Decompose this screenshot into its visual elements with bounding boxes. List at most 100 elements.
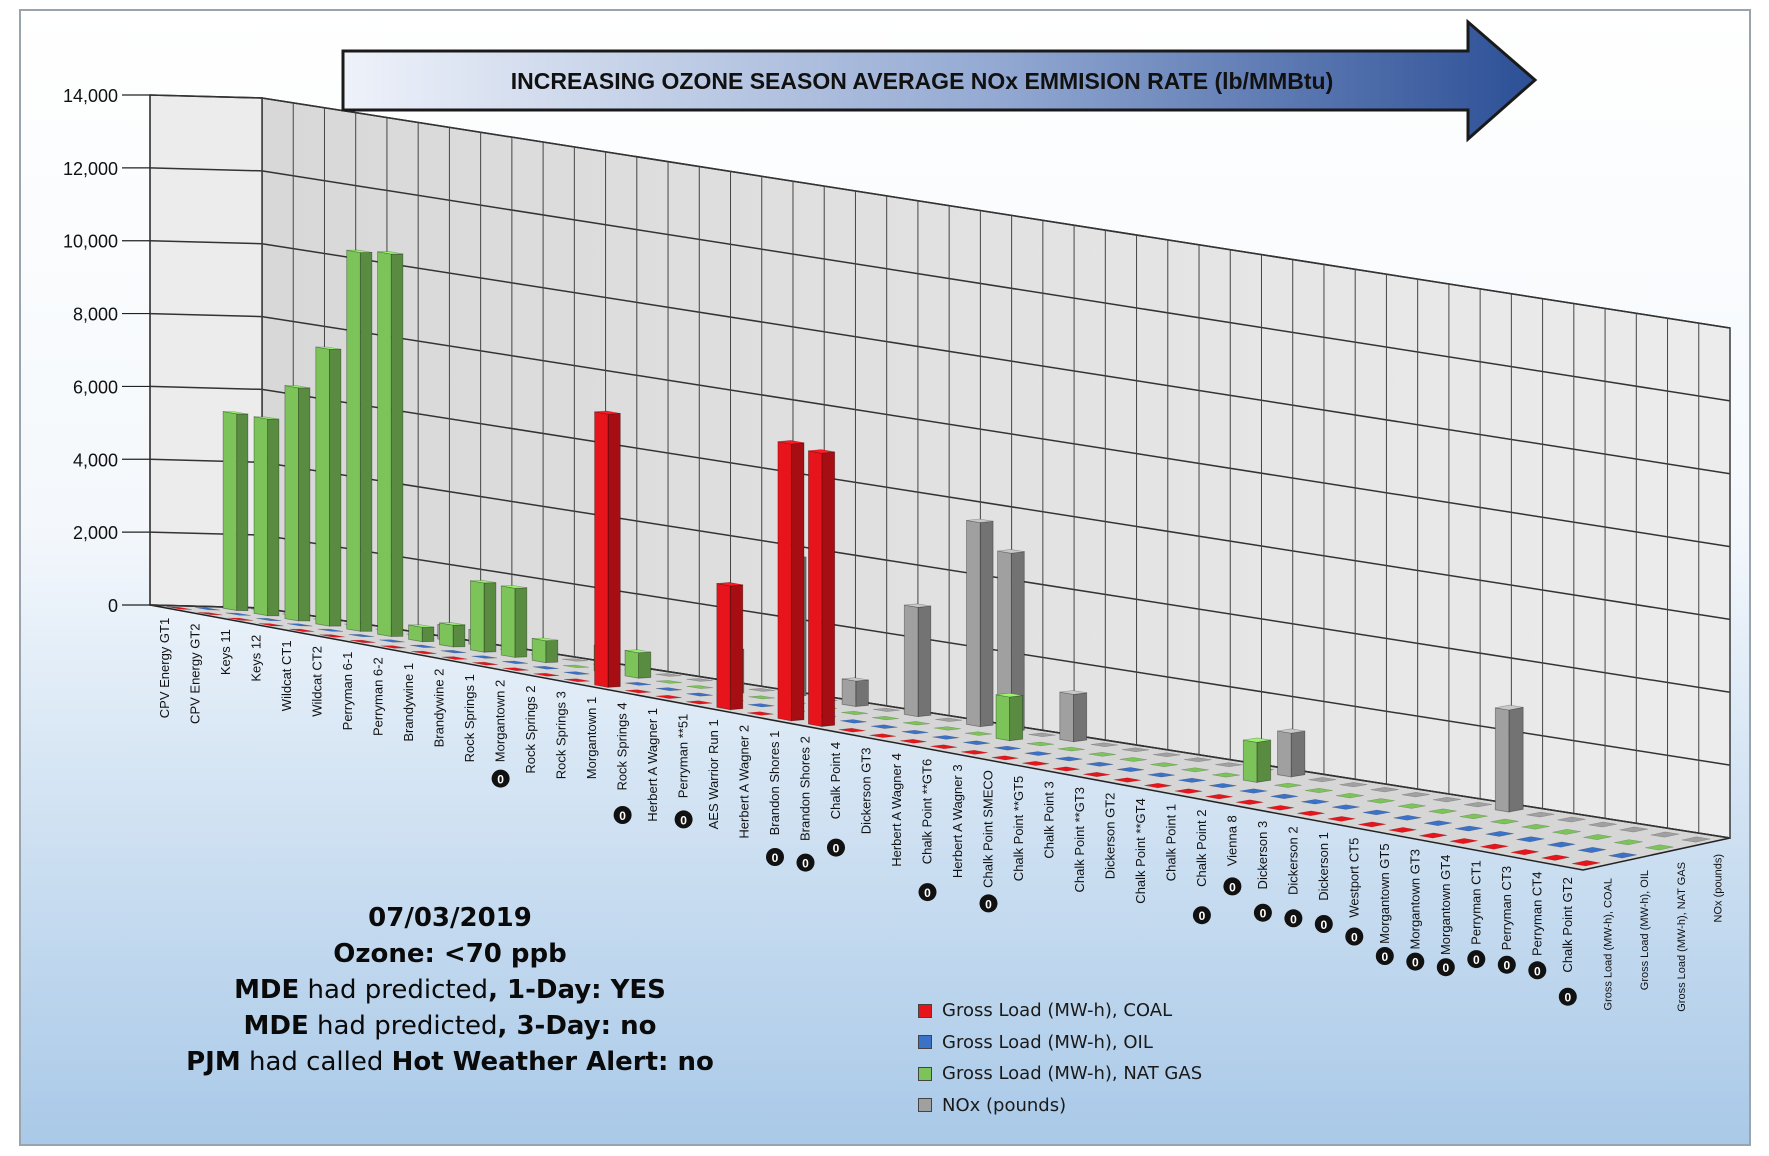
bar-stub [1588, 821, 1617, 828]
bar-stub [655, 680, 682, 684]
bar-stub [197, 612, 223, 616]
bar-coal [838, 727, 866, 733]
bar-stub [963, 740, 990, 746]
x-tick-label-group: Dickerson GT3 [859, 748, 874, 835]
x-tick-label-group: Morgantown 1 [584, 697, 599, 779]
bar-oil [932, 735, 960, 740]
bar-nox [1494, 704, 1524, 813]
bar-stub [1393, 815, 1422, 821]
bar-coal [258, 623, 284, 627]
bar-nox [1526, 811, 1555, 818]
series-axis-label: Gross Load (MW-h), NAT GAS [1676, 862, 1688, 1012]
bar-natgas [655, 680, 682, 684]
bar-coal [441, 656, 468, 660]
bar-stub [1428, 808, 1457, 814]
x-tick-label: Dickerson 2 [1285, 826, 1300, 895]
bar-front-face [777, 441, 792, 722]
bar-stub [871, 724, 898, 729]
zero-marker-icon [1436, 958, 1455, 977]
bar-stub [748, 703, 775, 708]
bar-side-face [236, 413, 249, 612]
bar-top-face [346, 249, 372, 253]
bar-stub [1308, 777, 1337, 783]
bar-stub [1088, 752, 1116, 757]
bar-stub [1024, 751, 1052, 756]
x-tick-label: Herbert A Wagner 2 [737, 725, 752, 839]
bar-oil [1424, 820, 1453, 826]
bar-top-face [1495, 704, 1524, 711]
bar-coal [472, 661, 498, 666]
bar-coal [380, 645, 407, 649]
bar-top-face [1277, 728, 1305, 734]
zero-marker-icon [979, 894, 998, 913]
bar-side-face [359, 251, 373, 632]
bar-stub [873, 707, 900, 712]
bar-stub [1150, 762, 1178, 768]
bar-front-face [1494, 707, 1510, 813]
bar-stub [1174, 788, 1203, 794]
x-tick-label-group: Perryman CT3 0 [1497, 866, 1516, 974]
bar-stub [1212, 772, 1240, 778]
bar-stub [319, 634, 345, 638]
y-tick-label: 12,000 [63, 159, 118, 179]
zero-marker-icon [1314, 914, 1333, 933]
x-tick-label: Dickerson GT2 [1102, 793, 1117, 880]
mde-1day-label: MDE had predicted, 1-Day: YES [150, 975, 750, 1005]
x-tick-label-group: Perryman **51 0 [674, 714, 693, 829]
bar-oil [655, 687, 682, 692]
bar-stub [1510, 849, 1539, 856]
bar-stub [410, 644, 436, 648]
bar-nox [1277, 728, 1306, 778]
bar-natgas [1242, 737, 1272, 783]
bar-oil [1608, 852, 1637, 859]
x-tick-label-group: Chalk Point 4 0 [827, 742, 845, 857]
bar-front-face [408, 624, 423, 643]
x-tick-label-group: Rock Springs 1 [462, 674, 477, 762]
bar-oil [194, 607, 220, 611]
bar-stub [502, 667, 529, 671]
x-tick-label-group: CPV Energy GT1 [157, 618, 172, 718]
bar-stub [899, 739, 927, 744]
zero-marker-text: 0 [1290, 912, 1297, 926]
pjm-alert-org: PJM [186, 1047, 241, 1077]
bar-side-face [821, 451, 836, 727]
zero-marker-text: 0 [802, 857, 809, 871]
x-tick-label-group: Perryman 6-2 [371, 657, 386, 736]
mde-3day-value: , 3-Day: no [497, 1011, 657, 1041]
bar-top-face [716, 582, 743, 587]
x-tick-label: Rock Springs 3 [554, 691, 569, 779]
zero-marker-text: 0 [1351, 931, 1358, 945]
bar-stub [563, 678, 590, 683]
bar-coal [594, 410, 621, 688]
x-tick-label-group: Chalk Point **GT5 [1011, 776, 1026, 882]
bar-stub [1650, 831, 1680, 838]
x-tick-label: CPV Energy GT2 [188, 624, 203, 724]
bar-oil [748, 703, 775, 708]
bar-stub [961, 750, 988, 755]
bar-stub [471, 655, 498, 659]
bar-stub [348, 634, 374, 638]
bar-stub [1490, 818, 1519, 825]
bar-natgas [841, 710, 868, 715]
bar-nox [655, 673, 682, 677]
x-tick-label-group: Morgantown GT4 0 [1436, 855, 1455, 977]
x-tick-label-group: Wildcat CT1 [279, 640, 294, 711]
bar-stub [258, 623, 284, 627]
bar-coal [747, 711, 774, 716]
bar-front-face [222, 411, 238, 611]
bar-coal [1174, 788, 1203, 794]
x-tick-label-group: Perryman CT1 0 [1467, 860, 1486, 969]
bar-coal [930, 744, 958, 750]
bar-stub [1121, 747, 1150, 753]
bar-stub [1086, 761, 1114, 767]
series-axis-label-group: Gross Load (MW-h), COAL [1602, 878, 1614, 1010]
zero-marker-text: 0 [680, 813, 687, 827]
bar-stub [840, 719, 867, 724]
bar-oil [225, 612, 251, 616]
bar-stub [1547, 841, 1576, 848]
bar-side-face [729, 584, 744, 711]
zero-marker-text: 0 [772, 851, 779, 865]
bar-stub [686, 685, 713, 689]
zero-marker-icon [1497, 955, 1516, 974]
x-tick-label: Brandon Shores 1 [767, 731, 782, 836]
